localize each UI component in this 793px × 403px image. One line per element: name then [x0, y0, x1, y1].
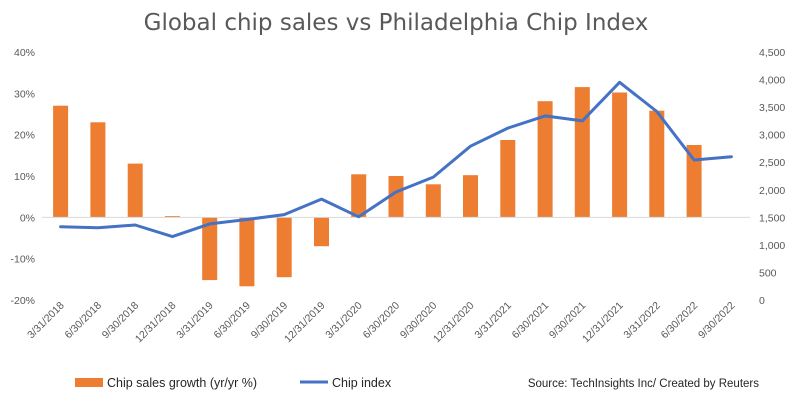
- left-tick-label: -10%: [10, 254, 35, 266]
- bar-12/31/2020: [463, 175, 478, 218]
- x-tick-label: 6/30/2021: [510, 300, 552, 342]
- x-tick-label: 3/31/2019: [174, 300, 216, 342]
- bar-9/30/2019: [276, 217, 292, 278]
- x-tick-label: 6/30/2018: [63, 300, 105, 342]
- x-tick-label: 12/31/2019: [282, 300, 328, 346]
- bar-3/31/2019: [202, 217, 218, 281]
- bar-3/31/2020: [351, 174, 367, 218]
- x-tick-label: 12/31/2018: [133, 300, 179, 346]
- right-axis: 0 500 1,000 1,500 2,000 2,500 3,000 3,500 4,000 4…: [759, 47, 785, 307]
- bar-series: [53, 87, 702, 287]
- chart-title: Global chip sales vs Philadelphia Chip I…: [144, 10, 649, 36]
- bar-9/30/2020: [425, 184, 441, 218]
- left-tick-label: -20%: [10, 295, 35, 307]
- x-tick-label: 9/30/2022: [696, 300, 738, 342]
- bar-6/30/2018: [90, 122, 106, 218]
- x-tick-label: 3/31/2020: [323, 300, 365, 342]
- x-tick-label: 6/30/2022: [659, 300, 701, 342]
- line-series: [59, 80, 733, 239]
- left-tick-label: 30%: [14, 88, 35, 100]
- bar-6/30/2019: [239, 217, 255, 287]
- bar-9/30/2018: [127, 163, 143, 218]
- bar-6/30/2022: [686, 145, 702, 218]
- x-tick-label: 3/31/2021: [472, 300, 514, 342]
- bar-3/31/2022: [649, 110, 665, 218]
- x-tick-label: 12/31/2020: [431, 300, 477, 346]
- right-tick-label: 3,000: [759, 130, 785, 142]
- right-tick-label: 4,500: [759, 47, 785, 59]
- left-tick-label: 10%: [14, 171, 35, 183]
- source-note: Source: TechInsights Inc/ Created by Reu…: [528, 378, 759, 390]
- right-tick-label: 500: [759, 267, 777, 279]
- left-tick-label: 0%: [20, 212, 35, 224]
- right-tick-label: 2,500: [759, 157, 785, 169]
- x-tick-label: 6/30/2020: [361, 300, 403, 342]
- bar-6/30/2020: [388, 176, 404, 218]
- legend-line-label: Chip index: [332, 376, 392, 390]
- bar-12/31/2018: [164, 216, 180, 218]
- bar-6/30/2021: [537, 101, 553, 218]
- right-tick-label: 4,000: [759, 75, 785, 87]
- left-axis: -20% -10% 0% 10% 20% 30% 40%: [10, 47, 35, 307]
- bar-9/30/2021: [574, 87, 590, 218]
- left-tick-label: 40%: [14, 47, 35, 59]
- left-tick-label: 20%: [14, 130, 35, 142]
- bar-12/31/2021: [612, 92, 628, 218]
- bar-12/31/2019: [314, 217, 329, 247]
- right-tick-label: 1,500: [759, 212, 785, 224]
- x-tick-label: 12/31/2021: [580, 300, 626, 346]
- right-tick-label: 0: [759, 295, 765, 307]
- bar-3/31/2018: [53, 105, 69, 218]
- legend-bar-label: Chip sales growth (yr/yr %): [107, 376, 257, 390]
- bar-3/31/2021: [500, 140, 516, 218]
- right-tick-label: 2,000: [759, 185, 785, 197]
- x-tick-label: 6/30/2019: [212, 300, 254, 342]
- legend: Chip sales growth (yr/yr %) Chip index: [75, 376, 392, 390]
- x-axis: 3/31/20186/30/20189/30/201812/31/20183/3…: [25, 300, 737, 346]
- right-tick-label: 3,500: [759, 102, 785, 114]
- legend-bar-swatch: [75, 378, 103, 387]
- right-tick-label: 1,000: [759, 240, 785, 252]
- x-tick-label: 3/31/2022: [621, 300, 663, 342]
